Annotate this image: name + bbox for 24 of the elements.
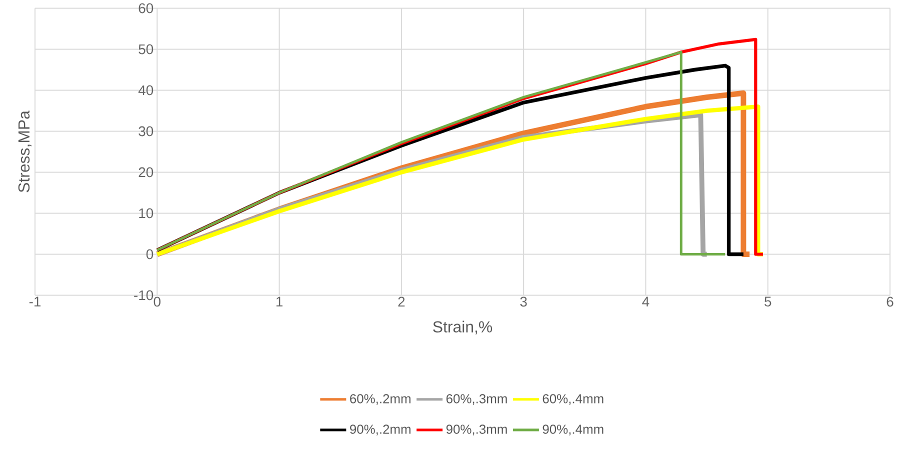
legend-label: 60%,.3mm <box>446 394 507 405</box>
y-axis-title: Stress,MPa <box>18 110 32 192</box>
x-tick-label: 6 <box>886 296 894 307</box>
legend-label: 60%,.2mm <box>350 394 410 405</box>
x-tick-label: 4 <box>642 296 650 306</box>
legend-label: 90%,.2mm <box>350 424 410 436</box>
x-tick-label: 5 <box>764 296 772 306</box>
legend-label: 90%,.4mm <box>542 424 604 436</box>
y-tick-label: 60 <box>138 3 154 14</box>
x-tick-label: 0 <box>154 296 160 307</box>
y-tick-label: 10 <box>139 208 154 218</box>
x-tick-label: 2 <box>398 296 405 306</box>
y-tick-label: 0 <box>146 249 154 260</box>
legend-label: 90%,.3mm <box>446 424 507 436</box>
y-tick-label: 50 <box>138 44 154 54</box>
x-axis-title: Strain,% <box>433 320 492 334</box>
y-tick-label: 40 <box>138 85 154 96</box>
y-tick-label: -10 <box>134 290 154 300</box>
y-tick-label: 30 <box>138 126 154 136</box>
x-tick-label: 1 <box>276 296 282 306</box>
x-tick-label: -1 <box>29 296 41 306</box>
x-tick-label: 3 <box>520 296 527 307</box>
y-tick-label: 20 <box>138 167 154 178</box>
legend-label: 60%,.4mm <box>542 394 604 405</box>
